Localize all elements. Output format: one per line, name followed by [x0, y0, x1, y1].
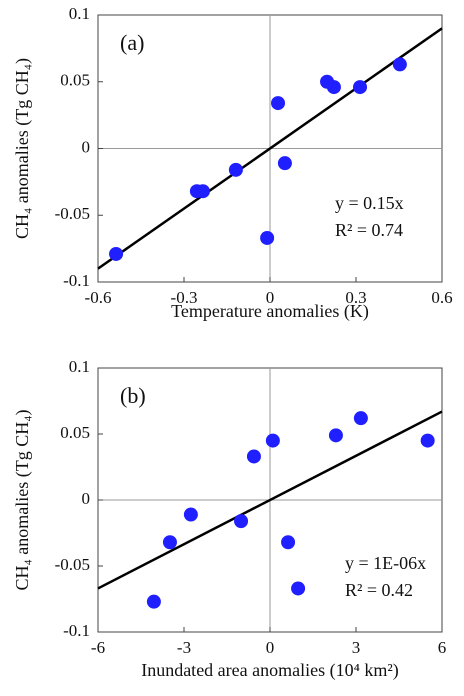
- x-tick-label: 0: [266, 638, 275, 657]
- panel-label: (b): [120, 383, 146, 408]
- x-tick-label: 0: [266, 288, 275, 307]
- annotation: R² = 0.42: [345, 580, 413, 600]
- y-tick-label: 0: [82, 137, 91, 156]
- point: [392, 57, 407, 72]
- fit-line: [97, 27, 443, 270]
- x-tick-label: 3: [352, 638, 361, 657]
- y-tick-label: -0.1: [63, 621, 90, 640]
- y-tick-label: 0.1: [69, 357, 90, 376]
- point: [353, 411, 368, 426]
- x-tick-label: -6: [91, 638, 105, 657]
- point: [271, 96, 286, 111]
- point: [353, 80, 368, 95]
- point: [326, 80, 341, 95]
- annotation: y = 1E-06x: [345, 553, 426, 573]
- point: [234, 514, 249, 529]
- point: [328, 428, 343, 443]
- point: [183, 507, 198, 522]
- y-axis-label: CH₄ anomalies (Tg CH₄): [12, 409, 33, 590]
- point: [420, 433, 435, 448]
- x-tick-label: 0.6: [431, 288, 452, 307]
- y-tick-label: 0.1: [69, 4, 90, 23]
- x-tick-label: -0.6: [85, 288, 112, 307]
- point: [162, 535, 177, 550]
- point: [146, 594, 161, 609]
- y-tick-label: 0.05: [60, 71, 90, 90]
- x-tick-label: -0.3: [171, 288, 198, 307]
- point: [281, 535, 296, 550]
- point: [228, 162, 243, 177]
- x-tick-label: -3: [177, 638, 191, 657]
- x-tick-label: 6: [438, 638, 447, 657]
- fit-line: [97, 410, 443, 590]
- point: [291, 581, 306, 596]
- point: [265, 433, 280, 448]
- point: [277, 156, 292, 171]
- point: [195, 184, 210, 199]
- y-tick-label: -0.1: [63, 271, 90, 290]
- y-tick-label: -0.05: [55, 204, 90, 223]
- panel-label: (a): [120, 30, 144, 55]
- point: [260, 230, 275, 245]
- point: [246, 449, 261, 464]
- point: [109, 246, 124, 261]
- x-axis-label: Temperature anomalies (K): [171, 301, 369, 322]
- y-tick-label: 0.05: [60, 423, 90, 442]
- y-axis-label: CH₄ anomalies (Tg CH₄): [12, 58, 33, 239]
- y-tick-label: -0.05: [55, 555, 90, 574]
- x-axis-label: Inundated area anomalies (10⁴ km²): [141, 660, 399, 681]
- annotation: y = 0.15x: [335, 193, 404, 213]
- annotation: R² = 0.74: [335, 220, 403, 240]
- x-tick-label: 0.3: [345, 288, 366, 307]
- y-tick-label: 0: [82, 489, 91, 508]
